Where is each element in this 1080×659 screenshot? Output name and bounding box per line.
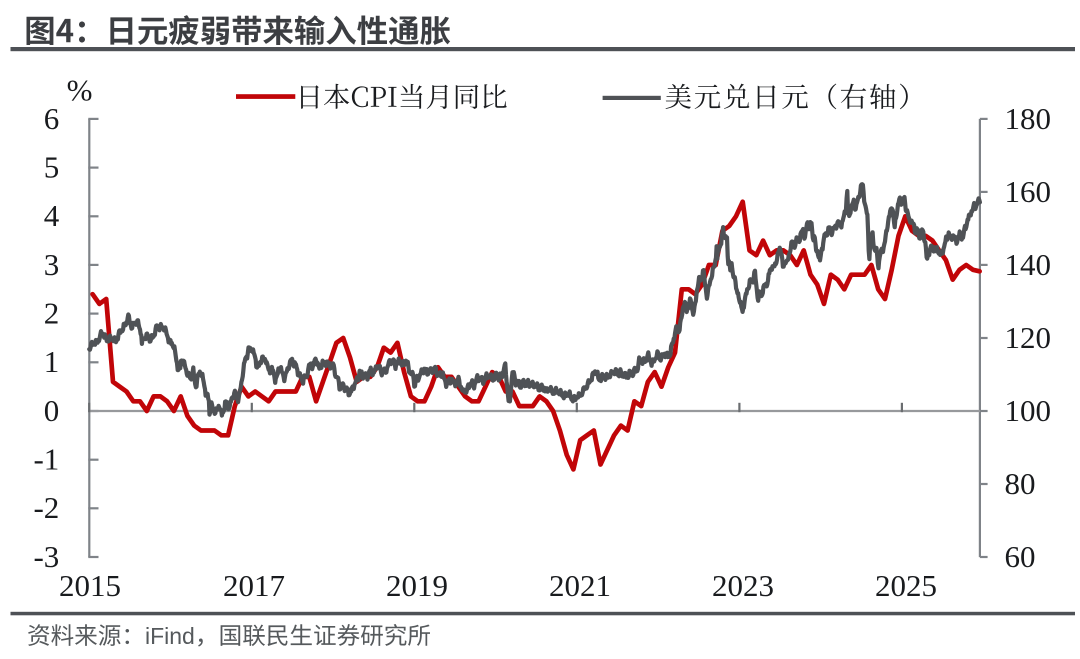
- svg-text:2023: 2023: [712, 568, 774, 603]
- svg-text:4: 4: [44, 198, 60, 233]
- svg-text:2025: 2025: [875, 568, 937, 603]
- svg-text:2019: 2019: [386, 568, 448, 603]
- svg-text:-3: -3: [33, 539, 59, 574]
- svg-text:100: 100: [1005, 393, 1052, 428]
- svg-text:-1: -1: [33, 442, 59, 477]
- svg-text:%: %: [67, 73, 93, 108]
- svg-text:120: 120: [1005, 320, 1052, 355]
- svg-text:iFind: iFind: [145, 623, 195, 649]
- svg-text:140: 140: [1005, 247, 1052, 282]
- svg-text:3: 3: [44, 247, 60, 282]
- svg-text:5: 5: [44, 150, 60, 185]
- svg-text:60: 60: [1005, 539, 1036, 574]
- svg-text:0: 0: [44, 393, 60, 428]
- svg-text:180: 180: [1005, 101, 1052, 136]
- svg-text:6: 6: [44, 101, 60, 136]
- svg-text:-2: -2: [33, 490, 59, 525]
- svg-text:2017: 2017: [223, 568, 285, 603]
- svg-text:80: 80: [1005, 466, 1036, 501]
- svg-text:160: 160: [1005, 174, 1052, 209]
- svg-text:2: 2: [44, 296, 60, 331]
- svg-text:1: 1: [44, 344, 60, 379]
- svg-text:2015: 2015: [59, 568, 121, 603]
- svg-text:2021: 2021: [549, 568, 611, 603]
